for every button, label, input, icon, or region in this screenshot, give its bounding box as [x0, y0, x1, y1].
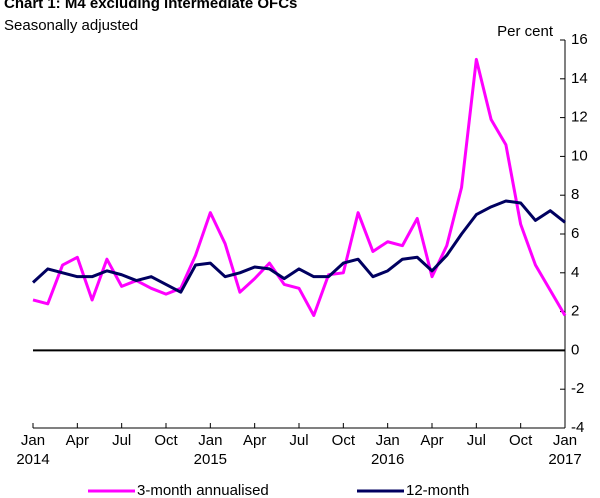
- y-tick-label: -2: [571, 380, 584, 397]
- x-tick-label: Jan: [198, 432, 222, 449]
- y-tick-label: 12: [571, 109, 588, 126]
- y-axis-label: Per cent: [497, 23, 554, 40]
- x-tick-label: Oct: [332, 432, 356, 449]
- x-tick-label: Oct: [154, 432, 178, 449]
- x-tick-label: Apr: [243, 432, 266, 449]
- x-tick-label: Jan: [553, 432, 577, 449]
- x-tick-label: Apr: [420, 432, 443, 449]
- y-tick-label: 16: [571, 31, 588, 48]
- x-tick-label: Oct: [509, 432, 533, 449]
- x-tick-label: Jul: [467, 432, 486, 449]
- x-tick-label: Apr: [66, 432, 89, 449]
- y-tick-label: 6: [571, 225, 579, 242]
- legend-label: 12-month: [406, 482, 469, 498]
- y-tick-label: 10: [571, 147, 588, 164]
- chart-subtitle: Seasonally adjusted: [4, 17, 138, 34]
- y-tick-label: -4: [571, 419, 584, 436]
- x-tick-label: Jan: [376, 432, 400, 449]
- series-line: [31, 199, 566, 294]
- x-year-label: 2015: [194, 451, 227, 468]
- series-line: [32, 57, 567, 317]
- y-tick-label: 4: [571, 264, 579, 281]
- x-tick-label: Jul: [289, 432, 308, 449]
- x-year-label: 2014: [16, 451, 49, 468]
- x-tick-label: Jan: [21, 432, 45, 449]
- x-year-label: 2017: [548, 451, 581, 468]
- x-tick-label: Jul: [112, 432, 131, 449]
- y-tick-label: 8: [571, 186, 579, 203]
- y-tick-label: 0: [571, 341, 579, 358]
- y-tick-label: 14: [571, 70, 588, 87]
- legend-label: 3-month annualised: [137, 482, 269, 498]
- y-tick-label: 2: [571, 303, 579, 320]
- x-year-label: 2016: [371, 451, 404, 468]
- chart-title: Chart 1: M4 excluding intermediate OFCs: [4, 0, 297, 12]
